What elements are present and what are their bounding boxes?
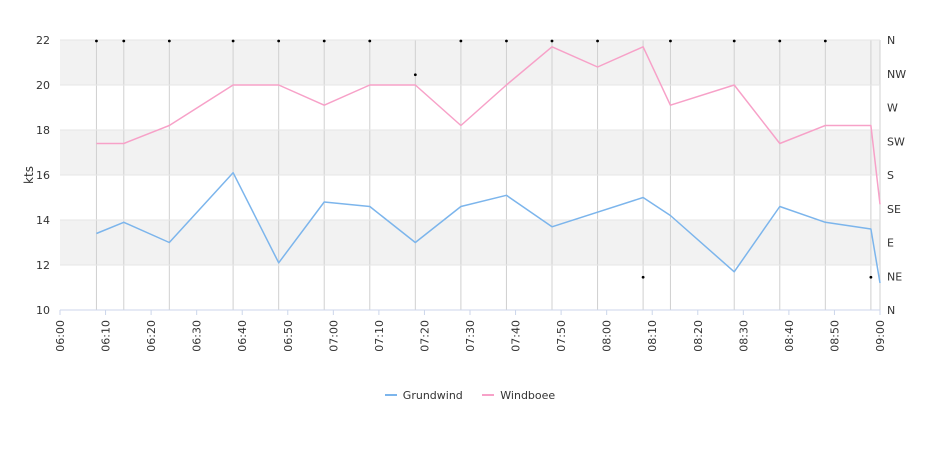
direction-marker	[459, 39, 463, 43]
y-tick-label: 14	[36, 214, 50, 227]
direction-tick-label: W	[887, 102, 898, 115]
direction-marker	[322, 39, 326, 43]
x-tick-label: 08:40	[783, 320, 796, 352]
direction-marker	[823, 39, 827, 43]
direction-marker	[641, 275, 645, 279]
x-tick-label: 07:30	[464, 320, 477, 352]
direction-marker	[231, 39, 235, 43]
direction-marker	[95, 39, 98, 43]
y-tick-label: 18	[36, 124, 50, 137]
series-line-windboee	[96, 46, 881, 205]
x-tick-label: 08:00	[601, 320, 614, 352]
x-tick-label: 08:50	[828, 320, 841, 352]
legend-item-grundwind[interactable]: Grundwind	[384, 388, 463, 402]
series-lines	[96, 46, 881, 284]
legend-item-windboee[interactable]: Windboee	[482, 389, 555, 402]
direction-tick-label: S	[887, 169, 894, 182]
y-tick-label: 16	[36, 169, 50, 182]
direction-axis-ticks: N NE E SE S SW W NW N	[887, 34, 906, 317]
direction-marker	[732, 39, 736, 43]
y-tick-label: 10	[36, 304, 50, 317]
direction-marker	[277, 39, 281, 43]
direction-marker	[550, 39, 554, 43]
plot-bands	[60, 40, 880, 265]
legend-swatch-windboee	[482, 394, 495, 396]
legend-label-grundwind: Grundwind	[402, 388, 463, 402]
x-tick-label: 06:30	[191, 320, 204, 352]
direction-marker	[869, 275, 873, 279]
direction-marker	[778, 39, 782, 43]
x-tick-label: 07:10	[373, 320, 386, 352]
x-tick-label: 09:00	[874, 320, 887, 352]
y-axis-title: kts	[22, 166, 36, 184]
direction-markers	[95, 39, 873, 279]
x-tick-label: 06:20	[145, 320, 158, 352]
direction-tick-label: NW	[887, 68, 906, 81]
y-tick-label: 12	[36, 259, 50, 272]
y-tick-label: 22	[36, 34, 50, 47]
legend: Grundwind Windboee	[0, 386, 940, 402]
direction-tick-label: E	[887, 237, 894, 250]
x-tick-label: 06:10	[100, 320, 113, 352]
direction-marker	[505, 39, 508, 43]
x-tick-label: 07:00	[327, 320, 340, 352]
direction-marker	[122, 39, 126, 43]
direction-tick-label: N	[887, 34, 895, 47]
direction-marker	[167, 39, 171, 43]
direction-tick-label: NE	[887, 270, 902, 283]
x-tick-label: 08:20	[692, 320, 705, 352]
y-axis-ticks: 10 12 14 16 18 20 22	[36, 34, 50, 317]
legend-label-windboee: Windboee	[500, 388, 556, 402]
y-tick-label: 20	[36, 79, 50, 92]
direction-marker	[413, 73, 417, 77]
x-tick-label: 06:50	[282, 320, 295, 352]
legend-swatch-grundwind	[384, 394, 397, 396]
direction-marker	[368, 39, 372, 43]
direction-marker	[596, 39, 599, 43]
x-tick-label: 08:30	[737, 320, 750, 352]
x-tick-label: 06:00	[54, 320, 67, 352]
direction-tick-label: SE	[887, 203, 901, 216]
x-tick-label: 07:50	[555, 320, 568, 352]
plot-band	[60, 130, 880, 175]
x-tick-label: 08:10	[646, 320, 659, 352]
direction-marker	[669, 39, 672, 43]
x-axis-ticks: 06:00 06:10 06:20 06:30 06:40 06:50 07:00 07:10…	[54, 310, 887, 352]
direction-tick-label: N	[887, 304, 895, 317]
x-tick-label: 07:40	[510, 320, 523, 352]
series-line-grundwind	[96, 171, 881, 284]
x-tick-label: 07:20	[418, 320, 431, 352]
x-tick-label: 06:40	[236, 320, 249, 352]
direction-tick-label: SW	[887, 135, 905, 148]
plot-band	[60, 40, 880, 85]
